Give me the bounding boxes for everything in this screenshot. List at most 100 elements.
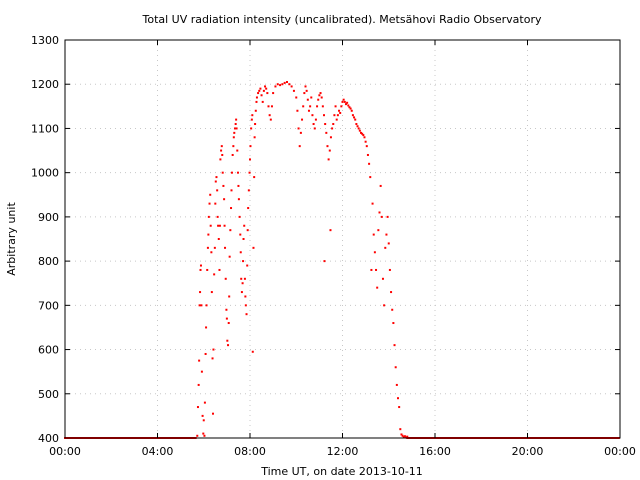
data-point <box>305 89 308 92</box>
data-point <box>236 149 239 152</box>
data-point <box>209 193 212 196</box>
data-point <box>246 229 249 232</box>
data-point <box>377 229 380 232</box>
data-point <box>286 81 288 84</box>
data-point <box>351 114 354 117</box>
data-point <box>395 383 398 386</box>
x-tick-label: 20:00 <box>512 445 544 458</box>
data-point <box>365 145 368 148</box>
data-point <box>403 435 406 438</box>
data-point <box>210 291 213 294</box>
data-points <box>64 81 620 439</box>
y-tick-label: 1000 <box>31 167 59 180</box>
data-point <box>209 224 212 227</box>
data-point <box>370 268 373 271</box>
data-point <box>399 428 402 431</box>
y-axis-label: Arbitrary unit <box>5 202 18 276</box>
data-point <box>363 136 366 139</box>
data-point <box>283 81 286 84</box>
data-point <box>366 153 369 156</box>
data-point <box>233 131 236 134</box>
data-point <box>353 116 356 119</box>
plot-area-frame <box>64 39 621 439</box>
data-point <box>372 233 375 236</box>
data-point <box>380 215 383 218</box>
data-point <box>227 344 230 347</box>
data-point <box>218 224 221 227</box>
data-point <box>331 127 334 130</box>
data-point <box>232 145 235 148</box>
data-point <box>358 129 361 132</box>
data-point <box>202 432 205 435</box>
data-point <box>356 125 359 128</box>
data-point <box>348 106 351 109</box>
data-point <box>206 268 209 271</box>
data-point <box>334 105 337 108</box>
data-point <box>233 127 236 130</box>
data-point <box>250 127 253 130</box>
data-point <box>199 264 202 267</box>
data-point <box>310 96 313 99</box>
data-point <box>214 180 217 183</box>
data-point <box>203 401 206 404</box>
data-point <box>249 158 251 161</box>
data-point <box>338 109 341 112</box>
data-point <box>247 189 250 192</box>
data-point <box>302 105 305 108</box>
data-point <box>269 118 272 121</box>
y-tick-label: 700 <box>38 299 59 312</box>
data-point <box>205 304 208 307</box>
y-tick-label: 1200 <box>31 78 59 91</box>
data-point <box>201 414 204 417</box>
data-point <box>292 89 295 92</box>
data-point <box>341 100 344 103</box>
data-point <box>262 89 265 92</box>
data-point <box>213 246 216 249</box>
data-point <box>304 85 307 88</box>
data-point <box>313 127 316 130</box>
data-point <box>215 176 218 179</box>
data-point <box>217 224 220 227</box>
data-point <box>402 436 405 439</box>
data-point <box>216 189 219 192</box>
data-point <box>230 189 233 192</box>
data-point <box>207 233 210 236</box>
data-point <box>339 111 342 114</box>
data-point <box>242 260 245 263</box>
data-point <box>385 233 388 236</box>
data-point <box>383 304 386 307</box>
data-point <box>199 291 202 294</box>
data-point <box>406 435 409 438</box>
data-point <box>225 317 228 320</box>
gridlines <box>65 40 620 438</box>
data-point <box>316 105 319 108</box>
x-axis-label: Time UT, on date 2013-10-11 <box>260 465 423 478</box>
data-point <box>222 184 225 187</box>
data-point <box>198 304 201 307</box>
data-point <box>196 434 199 437</box>
data-point <box>394 366 397 369</box>
data-point <box>343 100 346 103</box>
data-point <box>332 123 335 126</box>
data-point <box>197 383 200 386</box>
data-point <box>375 268 378 271</box>
data-point <box>317 98 320 101</box>
data-point <box>333 114 336 117</box>
data-point <box>196 406 199 409</box>
data-point <box>325 131 328 134</box>
data-point <box>360 131 362 134</box>
x-tick-label: 16:00 <box>419 445 451 458</box>
y-tick-label: 600 <box>38 344 59 357</box>
data-point <box>244 295 247 298</box>
data-point <box>200 304 203 307</box>
data-point <box>379 184 382 187</box>
data-point <box>224 246 227 249</box>
data-point <box>319 92 322 95</box>
data-point <box>210 251 213 254</box>
data-point <box>217 238 220 240</box>
data-point <box>202 419 205 422</box>
data-point <box>236 171 239 174</box>
y-tick-label: 800 <box>38 255 59 268</box>
data-point <box>378 211 381 214</box>
data-point <box>393 344 396 347</box>
